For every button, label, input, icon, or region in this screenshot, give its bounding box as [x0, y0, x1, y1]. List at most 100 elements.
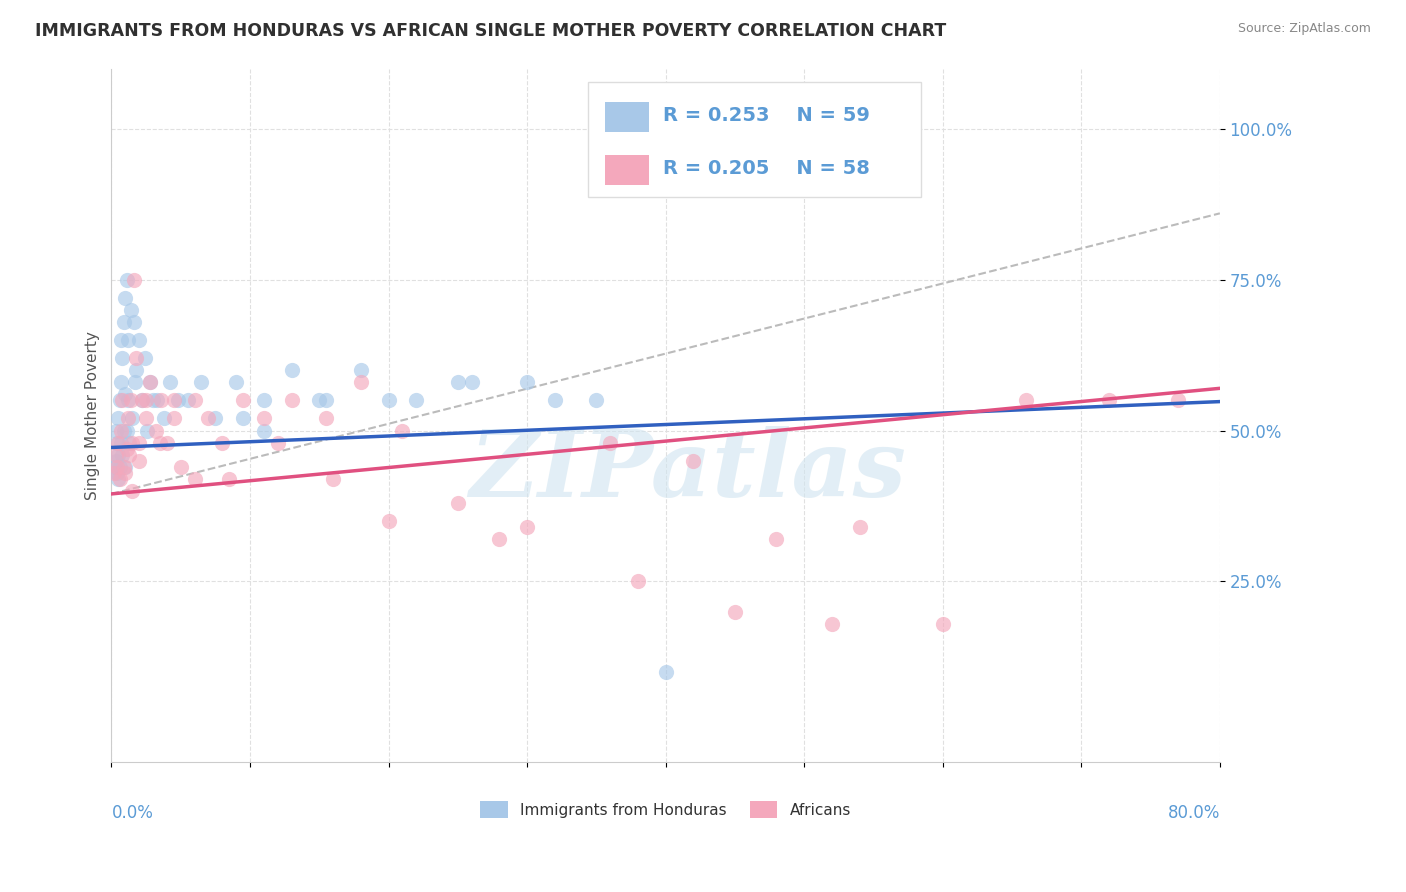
Point — [124, 376, 146, 390]
Point — [103, 466, 125, 480]
FancyBboxPatch shape — [588, 82, 921, 197]
Point — [266, 435, 288, 450]
Point — [120, 393, 142, 408]
Point — [122, 273, 145, 287]
Point — [125, 351, 148, 366]
Point — [211, 435, 233, 450]
Point — [117, 333, 139, 347]
Point — [125, 363, 148, 377]
Point — [108, 472, 131, 486]
Point — [724, 605, 747, 619]
Point — [150, 393, 173, 408]
Point — [135, 411, 157, 425]
Point — [146, 393, 169, 408]
Point — [104, 424, 127, 438]
Point — [315, 393, 337, 408]
Point — [599, 435, 621, 450]
Point — [170, 459, 193, 474]
Point — [315, 411, 337, 425]
Point — [115, 442, 138, 456]
Point — [253, 411, 276, 425]
Point — [112, 424, 135, 438]
Text: ZIPatlas: ZIPatlas — [470, 426, 907, 516]
Point — [280, 363, 302, 377]
Point — [107, 411, 129, 425]
Point — [225, 376, 247, 390]
Point — [821, 616, 844, 631]
Point — [1167, 393, 1189, 408]
Point — [163, 411, 186, 425]
Point — [128, 435, 150, 450]
Point — [136, 424, 159, 438]
Point — [105, 435, 128, 450]
Point — [391, 424, 413, 438]
Point — [197, 411, 219, 425]
Point — [135, 393, 157, 408]
Text: 0.0%: 0.0% — [111, 804, 153, 822]
Point — [114, 387, 136, 401]
Point — [104, 454, 127, 468]
Point — [322, 472, 344, 486]
Point — [114, 466, 136, 480]
Point — [118, 435, 141, 450]
Point — [115, 424, 138, 438]
Text: IMMIGRANTS FROM HONDURAS VS AFRICAN SINGLE MOTHER POVERTY CORRELATION CHART: IMMIGRANTS FROM HONDURAS VS AFRICAN SING… — [35, 22, 946, 40]
Point — [128, 454, 150, 468]
Point — [111, 448, 134, 462]
Point — [654, 665, 676, 679]
Point — [156, 435, 179, 450]
Point — [350, 376, 373, 390]
Text: R = 0.205    N = 58: R = 0.205 N = 58 — [664, 159, 870, 178]
Point — [585, 393, 607, 408]
Point — [121, 411, 143, 425]
Point — [114, 459, 136, 474]
Point — [232, 411, 254, 425]
Point — [117, 411, 139, 425]
Point — [377, 514, 399, 528]
Point — [350, 363, 373, 377]
Point — [114, 291, 136, 305]
Point — [105, 459, 128, 474]
Point — [682, 454, 704, 468]
Point — [117, 393, 139, 408]
Point — [107, 435, 129, 450]
Legend: Immigrants from Honduras, Africans: Immigrants from Honduras, Africans — [474, 796, 856, 824]
Point — [118, 448, 141, 462]
Text: R = 0.253    N = 59: R = 0.253 N = 59 — [664, 106, 870, 125]
Point — [145, 424, 167, 438]
Point — [1098, 393, 1121, 408]
Point — [627, 574, 650, 589]
Text: 80.0%: 80.0% — [1167, 804, 1220, 822]
Point — [105, 466, 128, 480]
Point — [765, 532, 787, 546]
Point — [115, 273, 138, 287]
Point — [108, 393, 131, 408]
Point — [110, 424, 132, 438]
Point — [107, 448, 129, 462]
Point — [460, 376, 482, 390]
Point — [159, 376, 181, 390]
Point — [110, 376, 132, 390]
Point — [232, 393, 254, 408]
Point — [932, 616, 955, 631]
Point — [544, 393, 567, 408]
Point — [131, 393, 153, 408]
Point — [253, 393, 276, 408]
Point — [167, 393, 190, 408]
Point — [104, 448, 127, 462]
Point — [447, 496, 470, 510]
Point — [112, 459, 135, 474]
Point — [1015, 393, 1038, 408]
Point — [183, 472, 205, 486]
Point — [108, 459, 131, 474]
Point — [516, 520, 538, 534]
Point — [121, 435, 143, 450]
Point — [120, 302, 142, 317]
Point — [163, 393, 186, 408]
Point — [218, 472, 240, 486]
Point — [139, 376, 162, 390]
Point — [134, 351, 156, 366]
Point — [142, 393, 165, 408]
Point — [405, 393, 427, 408]
Point — [308, 393, 330, 408]
